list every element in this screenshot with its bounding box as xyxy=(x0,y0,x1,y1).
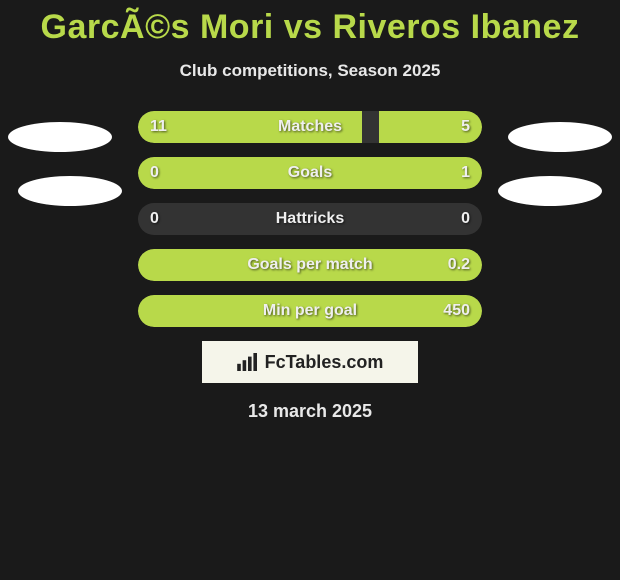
stat-label: Hattricks xyxy=(138,203,482,235)
chart-icon xyxy=(237,353,259,371)
brand-box[interactable]: FcTables.com xyxy=(202,341,418,383)
stat-label: Min per goal xyxy=(138,295,482,327)
stat-row: 0.2Goals per match xyxy=(0,249,620,281)
subtitle: Club competitions, Season 2025 xyxy=(0,61,620,81)
stat-label: Matches xyxy=(138,111,482,143)
stat-row: 00Hattricks xyxy=(0,203,620,235)
stat-row: 01Goals xyxy=(0,157,620,189)
page-title: GarcÃ©s Mori vs Riveros Ibanez xyxy=(0,0,620,47)
stat-label: Goals xyxy=(138,157,482,189)
stat-row: 450Min per goal xyxy=(0,295,620,327)
stat-row: 115Matches xyxy=(0,111,620,143)
date-label: 13 march 2025 xyxy=(0,401,620,422)
stat-label: Goals per match xyxy=(138,249,482,281)
brand-text: FcTables.com xyxy=(265,352,384,373)
